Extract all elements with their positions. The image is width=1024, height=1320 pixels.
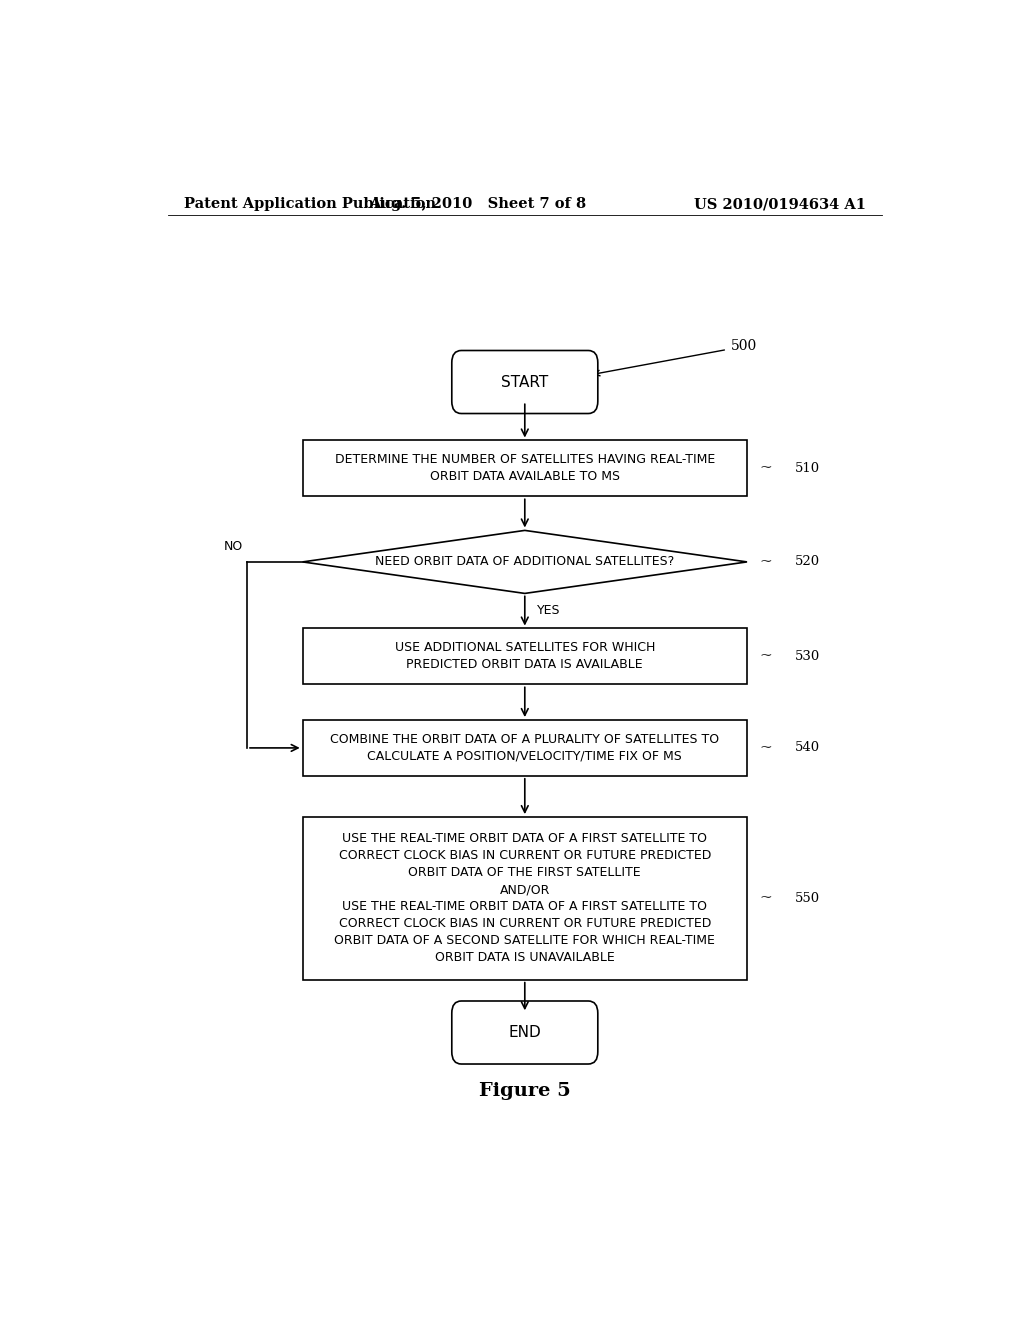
Bar (303, 719, 748, 776)
Text: Patent Application Publication: Patent Application Publication (183, 197, 435, 211)
Text: ~: ~ (759, 891, 772, 906)
Text: Figure 5: Figure 5 (479, 1082, 570, 1101)
FancyBboxPatch shape (452, 1001, 598, 1064)
Text: 520: 520 (795, 556, 820, 569)
Bar (303, 628, 748, 684)
Bar (303, 441, 748, 496)
Text: 500: 500 (731, 339, 758, 354)
Text: US 2010/0194634 A1: US 2010/0194634 A1 (694, 197, 866, 211)
Text: ~: ~ (759, 462, 772, 475)
Text: NO: NO (224, 540, 243, 553)
Text: 540: 540 (795, 742, 820, 755)
Text: 550: 550 (795, 892, 820, 904)
Text: NEED ORBIT DATA OF ADDITIONAL SATELLITES?: NEED ORBIT DATA OF ADDITIONAL SATELLITES… (375, 556, 675, 569)
Polygon shape (303, 531, 748, 594)
Text: END: END (509, 1026, 541, 1040)
Text: ~: ~ (759, 649, 772, 664)
Text: Aug. 5, 2010   Sheet 7 of 8: Aug. 5, 2010 Sheet 7 of 8 (369, 197, 586, 211)
Text: ~: ~ (759, 741, 772, 755)
Text: USE THE REAL-TIME ORBIT DATA OF A FIRST SATELLITE TO
CORRECT CLOCK BIAS IN CURRE: USE THE REAL-TIME ORBIT DATA OF A FIRST … (335, 833, 715, 965)
Text: DETERMINE THE NUMBER OF SATELLITES HAVING REAL-TIME
ORBIT DATA AVAILABLE TO MS: DETERMINE THE NUMBER OF SATELLITES HAVIN… (335, 453, 715, 483)
Bar (303, 817, 748, 979)
Text: 510: 510 (795, 462, 820, 475)
Text: YES: YES (537, 605, 560, 618)
Text: ~: ~ (759, 554, 772, 569)
Text: 530: 530 (795, 649, 820, 663)
Text: START: START (501, 375, 549, 389)
Text: COMBINE THE ORBIT DATA OF A PLURALITY OF SATELLITES TO
CALCULATE A POSITION/VELO: COMBINE THE ORBIT DATA OF A PLURALITY OF… (330, 733, 720, 763)
FancyBboxPatch shape (452, 351, 598, 413)
Text: USE ADDITIONAL SATELLITES FOR WHICH
PREDICTED ORBIT DATA IS AVAILABLE: USE ADDITIONAL SATELLITES FOR WHICH PRED… (394, 642, 655, 672)
